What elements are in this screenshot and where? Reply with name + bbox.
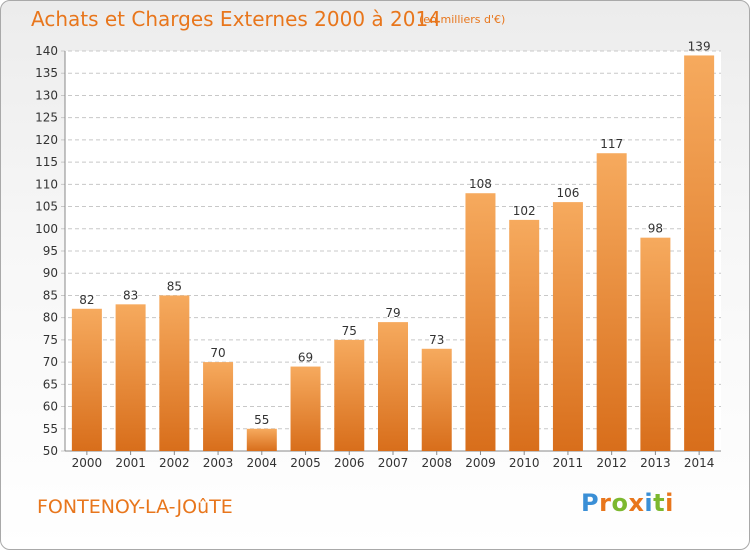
y-tick-label: 120 <box>35 133 58 147</box>
bar <box>71 308 102 451</box>
x-tick-label: 2011 <box>553 456 584 470</box>
y-tick-label: 95 <box>43 244 58 258</box>
bar <box>684 55 715 451</box>
chart-subtitle: (en milliers d'€) <box>419 13 506 26</box>
x-tick-label: 2010 <box>509 456 540 470</box>
commune-name: FONTENOY-LA-JOûTE <box>37 496 233 518</box>
bar <box>640 237 671 451</box>
y-tick-label: 70 <box>43 355 58 369</box>
data-label: 79 <box>385 306 400 320</box>
logo-letter: t <box>653 489 666 517</box>
bar <box>465 193 496 451</box>
bar <box>378 322 408 451</box>
data-label: 75 <box>342 324 357 338</box>
logo-letter: x <box>628 489 645 517</box>
bar <box>334 339 365 451</box>
logo-letter: r <box>599 489 612 517</box>
logo-letter: i <box>665 489 674 517</box>
x-tick-label: 2007 <box>378 456 409 470</box>
x-tick-label: 2005 <box>290 456 321 470</box>
data-label: 108 <box>469 177 492 191</box>
x-tick-label: 2004 <box>247 456 278 470</box>
logo-letter: o <box>611 489 629 517</box>
bar <box>203 362 234 451</box>
data-label: 139 <box>688 39 711 53</box>
bar <box>246 428 277 451</box>
chart-title: Achats et Charges Externes 2000 à 2014 <box>31 7 441 31</box>
x-tick-label: 2000 <box>72 456 103 470</box>
x-tick-label: 2012 <box>596 456 627 470</box>
data-label: 117 <box>600 137 623 151</box>
logo-letter: P <box>581 489 600 517</box>
data-label: 83 <box>123 288 138 302</box>
y-tick-label: 80 <box>43 311 58 325</box>
y-tick-label: 125 <box>35 111 58 125</box>
y-tick-label: 110 <box>35 177 58 191</box>
x-tick-label: 2014 <box>684 456 715 470</box>
y-tick-label: 140 <box>35 44 58 58</box>
x-tick-label: 2003 <box>203 456 234 470</box>
data-label: 85 <box>167 279 182 293</box>
x-tick-label: 2002 <box>159 456 190 470</box>
data-label: 102 <box>513 204 536 218</box>
logo-letter: i <box>644 489 654 517</box>
bar <box>290 366 321 451</box>
y-tick-label: 50 <box>43 444 58 458</box>
proxiti-logo[interactable]: Proxiti <box>581 489 674 517</box>
bar <box>115 304 146 451</box>
x-tick-label: 2006 <box>334 456 365 470</box>
x-tick-label: 2001 <box>115 456 146 470</box>
y-tick-label: 75 <box>43 333 58 347</box>
y-tick-label: 100 <box>35 222 58 236</box>
data-label: 70 <box>210 346 225 360</box>
data-label: 69 <box>298 351 313 365</box>
y-tick-label: 105 <box>35 200 58 214</box>
data-label: 98 <box>648 222 663 236</box>
y-tick-label: 130 <box>35 88 58 102</box>
bar <box>509 219 540 451</box>
bar <box>421 348 452 451</box>
y-tick-label: 85 <box>43 288 58 302</box>
y-tick-label: 65 <box>43 377 58 391</box>
y-tick-label: 115 <box>35 155 58 169</box>
x-tick-label: 2008 <box>421 456 452 470</box>
bar <box>596 153 627 451</box>
data-label: 55 <box>254 413 269 427</box>
x-tick-label: 2013 <box>640 456 671 470</box>
y-tick-label: 60 <box>43 400 58 414</box>
x-tick-label: 2009 <box>465 456 496 470</box>
data-label: 82 <box>79 293 94 307</box>
data-label: 106 <box>556 186 579 200</box>
bar <box>159 295 190 451</box>
data-label: 73 <box>429 333 444 347</box>
bar <box>552 202 583 451</box>
y-tick-label: 90 <box>43 266 58 280</box>
y-tick-label: 55 <box>43 422 58 436</box>
y-tick-label: 135 <box>35 66 58 80</box>
